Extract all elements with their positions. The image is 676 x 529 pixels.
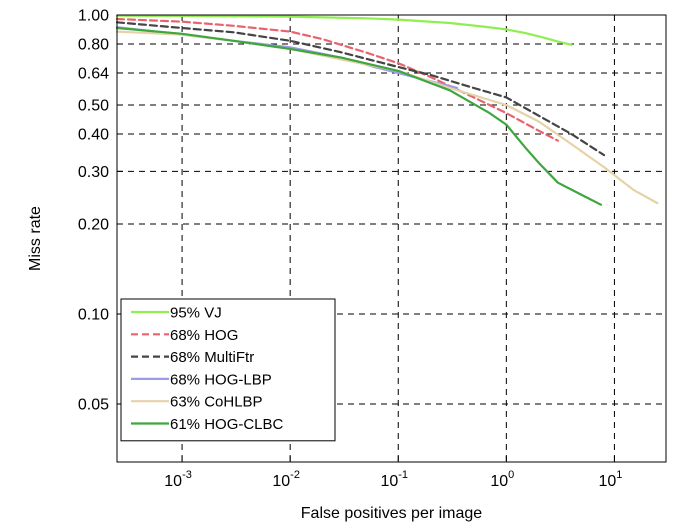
- legend-label-5: 63% CoHLBP: [170, 394, 263, 411]
- x-tick-base: 10: [272, 473, 290, 490]
- x-tick-exponent: 1: [616, 469, 622, 481]
- x-tick-label: 10-1: [380, 469, 408, 490]
- x-tick-label: 100: [490, 469, 514, 490]
- series-line-6: [115, 26, 603, 206]
- plot-frame: [116, 14, 667, 463]
- legend-label-3: 68% MultiFtr: [170, 349, 254, 366]
- legend-label-4: 68% HOG-LBP: [170, 371, 272, 388]
- y-tick-label: 0.20: [78, 217, 109, 234]
- y-tick-label: 0.30: [78, 164, 109, 181]
- x-tick-base: 10: [164, 473, 182, 490]
- x-tick-base: 10: [598, 473, 616, 490]
- x-tick-exponent: 0: [508, 469, 514, 481]
- x-tick-base: 10: [380, 473, 398, 490]
- y-tick-label: 0.64: [78, 65, 109, 82]
- legend-label-2: 68% HOG: [170, 327, 238, 344]
- series-line-3: [115, 21, 606, 157]
- x-tick-exponent: -2: [290, 469, 300, 481]
- x-tick-exponent: -3: [182, 469, 192, 481]
- y-tick-label: 0.40: [78, 126, 109, 143]
- x-tick-label: 101: [598, 469, 622, 490]
- series-layer: [115, 14, 659, 206]
- y-tick-label: 1.00: [78, 8, 109, 25]
- legend-box: [120, 298, 336, 442]
- x-tick-label: 10-3: [164, 469, 192, 490]
- tick-layer: 10-3 10-2 10-1 100 1010.050.100.200.300.400.…: [78, 8, 623, 491]
- legend-label-6: 61% HOG-CLBC: [170, 416, 284, 433]
- x-tick-exponent: -1: [398, 469, 408, 481]
- x-tick-base: 10: [490, 473, 508, 490]
- series-line-1: [115, 14, 573, 46]
- x-tick-label: 10-2: [272, 469, 300, 490]
- legend: 95% VJ 68% HOG 68% MultiFtr 68% HOG-LBP 63% …: [120, 298, 336, 442]
- y-tick-label: 0.10: [78, 307, 109, 324]
- y-tick-label: 0.50: [78, 98, 109, 115]
- legend-label-1: 95% VJ: [170, 305, 222, 322]
- y-axis-label: Miss rate: [27, 206, 44, 271]
- x-axis-label: False positives per image: [301, 505, 483, 522]
- y-tick-label: 0.80: [78, 36, 109, 53]
- y-tick-label: 0.05: [78, 397, 109, 414]
- series-line-2: [115, 17, 560, 142]
